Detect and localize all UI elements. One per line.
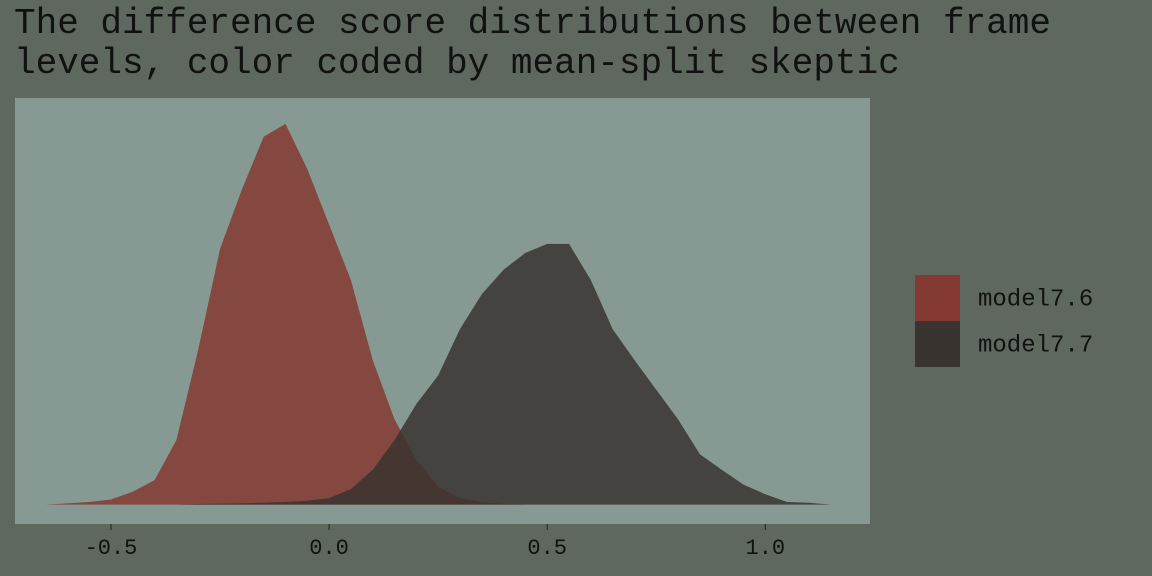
- x-tick-label: -0.5: [85, 536, 138, 561]
- legend-label: model7.7: [978, 332, 1093, 359]
- x-tick-label: 1.0: [746, 536, 786, 561]
- x-tick-label: 0.5: [527, 536, 567, 561]
- density-area: [45, 123, 831, 505]
- chart-title: The difference score distributions betwe…: [14, 3, 1051, 84]
- x-tick-label: 0.0: [309, 536, 349, 561]
- legend-swatch: [915, 321, 960, 367]
- legend-label: model7.6: [978, 286, 1093, 313]
- density-area: [45, 243, 831, 505]
- legend-swatch: [915, 275, 960, 321]
